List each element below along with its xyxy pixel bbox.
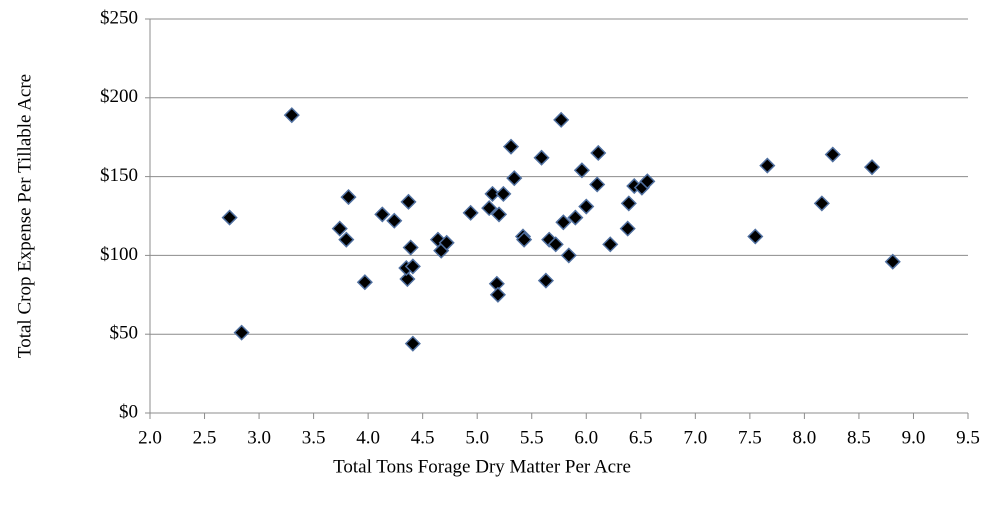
point bbox=[547, 236, 564, 253]
x-tick-label: 3.0 bbox=[247, 427, 271, 448]
point bbox=[481, 200, 498, 217]
y-tick-label: $0 bbox=[119, 401, 138, 422]
point bbox=[560, 247, 577, 264]
x-tick-label: 5.0 bbox=[465, 427, 489, 448]
point bbox=[402, 239, 419, 256]
point bbox=[537, 272, 554, 289]
y-tick-label: $150 bbox=[100, 165, 138, 186]
point bbox=[502, 138, 520, 155]
y-tick-label: $200 bbox=[100, 86, 138, 107]
point bbox=[619, 220, 636, 237]
point bbox=[747, 228, 764, 245]
point bbox=[620, 195, 637, 212]
x-tick-label: 6.0 bbox=[574, 427, 598, 448]
point bbox=[567, 209, 584, 226]
point bbox=[884, 253, 901, 270]
point bbox=[863, 159, 881, 176]
y-tick-label: $50 bbox=[110, 323, 139, 344]
point bbox=[516, 231, 533, 248]
x-tick-label: 8.0 bbox=[793, 427, 817, 448]
x-axis-label: Total Tons Forage Dry Matter Per Acre bbox=[333, 456, 631, 477]
point bbox=[813, 195, 830, 212]
y-axis-label: Total Crop Expense Per Tillable Acre bbox=[14, 74, 35, 358]
x-tick-label: 3.5 bbox=[302, 427, 326, 448]
x-tick-label: 9.5 bbox=[956, 427, 980, 448]
point bbox=[386, 212, 403, 229]
point bbox=[489, 286, 506, 303]
point bbox=[404, 258, 421, 275]
point bbox=[590, 144, 607, 162]
x-tick-label: 9.0 bbox=[902, 427, 926, 448]
point bbox=[462, 204, 479, 221]
x-tick-label: 6.5 bbox=[629, 427, 653, 448]
point bbox=[233, 324, 250, 341]
point bbox=[553, 111, 570, 128]
point bbox=[589, 176, 606, 193]
x-tick-label: 7.0 bbox=[683, 427, 707, 448]
point bbox=[404, 335, 421, 352]
x-tick-label: 7.5 bbox=[738, 427, 762, 448]
x-tick-label: 4.0 bbox=[356, 427, 380, 448]
point bbox=[338, 231, 355, 248]
x-tick-label: 5.5 bbox=[520, 427, 544, 448]
x-tick-label: 4.5 bbox=[411, 427, 435, 448]
point bbox=[578, 198, 595, 215]
point bbox=[356, 274, 373, 291]
y-tick-label: $100 bbox=[100, 244, 138, 265]
x-tick-label: 2.0 bbox=[138, 427, 162, 448]
point bbox=[374, 206, 391, 223]
x-tick-label: 8.5 bbox=[847, 427, 871, 448]
point bbox=[573, 162, 590, 179]
point bbox=[438, 234, 455, 251]
point bbox=[484, 185, 501, 202]
point bbox=[400, 193, 417, 210]
point bbox=[495, 185, 512, 202]
y-tick-label: $250 bbox=[100, 7, 138, 28]
point bbox=[759, 157, 776, 174]
point bbox=[331, 220, 348, 237]
point bbox=[490, 206, 508, 223]
point bbox=[221, 209, 238, 226]
point bbox=[506, 170, 523, 187]
point bbox=[824, 146, 841, 163]
point bbox=[340, 189, 357, 206]
point bbox=[602, 236, 619, 253]
point bbox=[555, 214, 572, 231]
point bbox=[399, 270, 416, 288]
point bbox=[639, 173, 656, 190]
x-tick-label: 2.5 bbox=[193, 427, 217, 448]
point bbox=[283, 107, 300, 124]
point bbox=[533, 149, 550, 166]
